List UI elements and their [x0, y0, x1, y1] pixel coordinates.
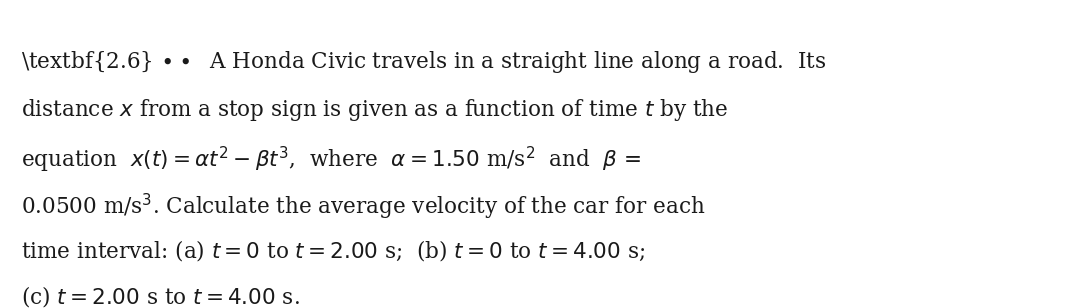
Text: distance $x$ from a stop sign is given as a function of time $t$ by the: distance $x$ from a stop sign is given a… [21, 97, 728, 123]
Text: (c) $t = 2.00$ s to $t = 4.00$ s.: (c) $t = 2.00$ s to $t = 4.00$ s. [21, 283, 299, 308]
Text: equation  $x(t) = \alpha t^2 - \beta t^3$,  where  $\alpha = 1.50$ m/s$^2$  and : equation $x(t) = \alpha t^2 - \beta t^3$… [21, 144, 642, 175]
Text: time interval: (a) $t = 0$ to $t = 2.00$ s;  (b) $t = 0$ to $t = 4.00$ s;: time interval: (a) $t = 0$ to $t = 2.00$… [21, 237, 645, 263]
Text: \textbf{2.6} $\bullet\bullet$  A Honda Civic travels in a straight line along a : \textbf{2.6} $\bullet\bullet$ A Honda Ci… [21, 49, 826, 75]
Text: 0.0500 m/s$^3$. Calculate the average velocity of the car for each: 0.0500 m/s$^3$. Calculate the average ve… [21, 192, 705, 222]
